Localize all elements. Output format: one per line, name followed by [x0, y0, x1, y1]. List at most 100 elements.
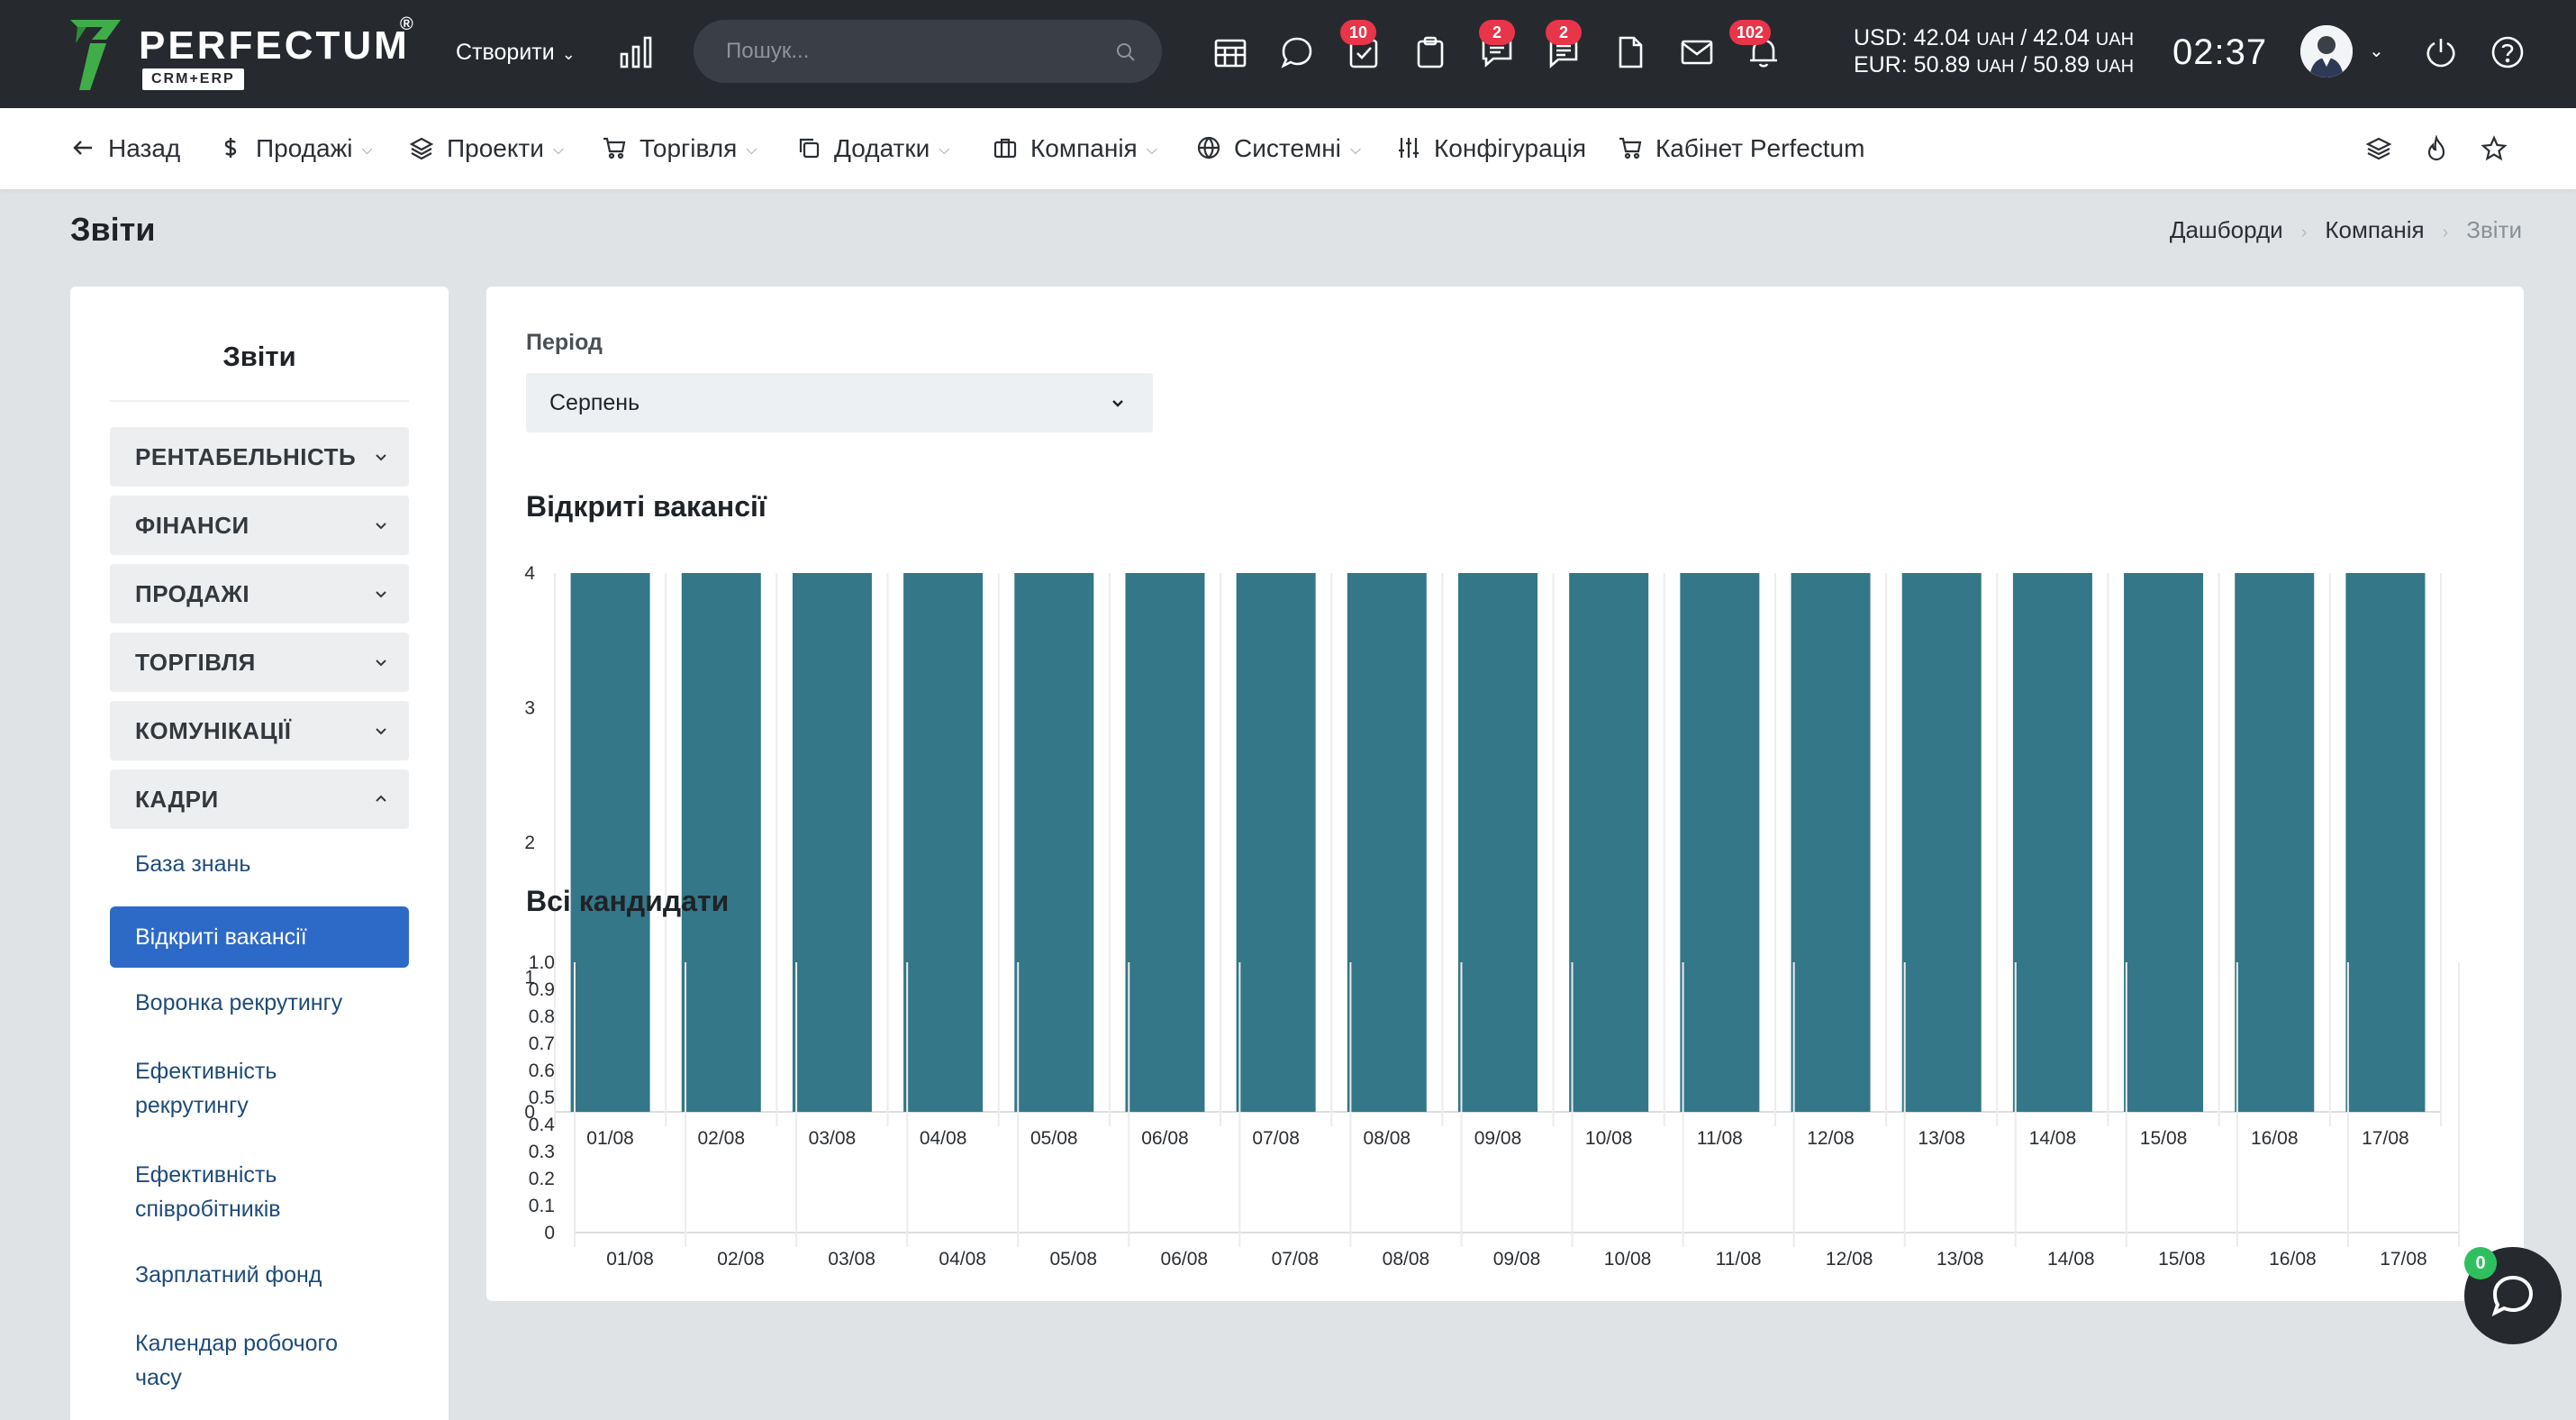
bar[interactable]	[1791, 573, 1871, 1112]
document-icon[interactable]	[1610, 32, 1650, 72]
sidebar-section-sales[interactable]: ПРОДАЖІ	[110, 564, 409, 624]
bell-icon[interactable]: 102	[1729, 20, 1783, 72]
logo-mark-icon	[70, 20, 121, 90]
bar[interactable]	[1569, 573, 1649, 1112]
chevron-right-icon: ›	[2442, 223, 2449, 242]
tasks-icon[interactable]: 10	[1340, 20, 1383, 72]
nav-cabinet[interactable]: Кабінет Perfectum	[1618, 108, 1864, 189]
y-tick-label: 2	[524, 833, 535, 853]
create-button[interactable]: Створити ⌄	[456, 32, 576, 72]
sidebar-section-hr[interactable]: КАДРИ	[110, 769, 409, 829]
avatar[interactable]	[2300, 25, 2353, 77]
currency-rates: USD: 42.04 UAH / 42.04 UAH EUR: 50.89 UA…	[1854, 25, 2134, 79]
chat-widget-button[interactable]: 0	[2464, 1247, 2562, 1344]
search-box[interactable]	[694, 20, 1162, 83]
mail-icon[interactable]	[1677, 32, 1717, 72]
briefcase-icon	[993, 138, 1017, 159]
sidebar-section-finance[interactable]: ФІНАНСИ	[110, 496, 409, 555]
nav-trade[interactable]: Торгівля ⌵	[602, 108, 757, 189]
x-tick-label: 03/08	[809, 1128, 857, 1149]
divider	[110, 400, 409, 402]
chevron-down-icon: ⌵	[552, 142, 565, 158]
layers-icon[interactable]	[2365, 135, 2392, 162]
sidebar-link-recruiting-efficiency[interactable]: Ефективність рекрутингу	[135, 1059, 277, 1118]
sidebar-link-knowledge-base[interactable]: База знань	[135, 851, 251, 877]
bar[interactable]	[1014, 573, 1094, 1112]
y-tick-label: 0	[524, 1102, 535, 1123]
bar[interactable]	[681, 573, 761, 1112]
messages-icon[interactable]: 2	[1544, 20, 1583, 72]
brand-logo[interactable]: PERFECTUM ® CRM+ERP	[70, 14, 431, 94]
chat-bubble-icon[interactable]	[1277, 32, 1317, 72]
nav-sales[interactable]: Продажі ⌵	[218, 108, 373, 189]
chevron-down-icon[interactable]: ⌄	[2369, 41, 2384, 61]
breadcrumb-company[interactable]: Компанія	[2325, 216, 2425, 243]
clipboard-icon[interactable]	[1410, 32, 1450, 72]
chevron-down-icon	[376, 728, 386, 735]
search-icon[interactable]	[1115, 41, 1137, 63]
nav-company[interactable]: Компанія ⌵	[993, 108, 1157, 189]
bar[interactable]	[1236, 573, 1316, 1112]
bar[interactable]	[1680, 573, 1760, 1112]
messages-badge: 2	[1546, 20, 1582, 45]
chevron-down-icon: ⌵	[1349, 142, 1362, 158]
period-select[interactable]: Серпень	[526, 373, 1153, 432]
eur-rate: EUR: 50.89 UAH / 50.89 UAH	[1854, 52, 2135, 77]
fire-icon[interactable]	[2423, 135, 2450, 162]
chevron-down-icon: ⌵	[746, 142, 757, 158]
bar-chart-icon[interactable]	[618, 34, 654, 70]
chevron-down-icon	[1112, 400, 1123, 407]
nav-back[interactable]: Назад	[70, 108, 180, 189]
nav-config[interactable]: Конфігурація	[1396, 108, 1586, 189]
nav-projects[interactable]: Проекти ⌵	[409, 108, 564, 189]
power-icon[interactable]	[2423, 34, 2459, 70]
bar[interactable]	[570, 573, 650, 1112]
sidebar-section-profitability[interactable]: РЕНТАБЕЛЬНІСТЬ	[110, 427, 409, 487]
x-tick-label: 07/08	[1272, 1249, 1320, 1270]
usd-rate: USD: 42.04 UAH / 42.04 UAH	[1854, 25, 2135, 50]
top-bar: PERFECTUM ® CRM+ERP Створити ⌄ 10 2 2	[0, 0, 2576, 108]
user-photo-icon	[2300, 25, 2353, 77]
nav-addons[interactable]: Додатки ⌵	[796, 108, 949, 189]
x-tick-label: 02/08	[697, 1128, 745, 1149]
period-value: Серпень	[549, 390, 640, 415]
bar[interactable]	[1458, 573, 1537, 1112]
bar[interactable]	[1125, 573, 1205, 1112]
dollar-icon	[224, 138, 237, 158]
chevron-up-icon	[376, 795, 386, 802]
chevron-down-icon	[376, 523, 386, 530]
sidebar-link-recruiting-funnel[interactable]: Воронка рекрутингу	[135, 990, 343, 1015]
bar[interactable]	[792, 573, 872, 1112]
sidebar-link-open-vacancies[interactable]: Відкриті вакансії	[110, 906, 409, 968]
y-tick-label: 0.6	[529, 1060, 555, 1081]
chevron-down-icon: ⌵	[1146, 142, 1157, 158]
breadcrumb-dashboards[interactable]: Дашборди	[2169, 216, 2283, 243]
sidebar-section-trade[interactable]: ТОРГІВЛЯ	[110, 633, 409, 692]
bar[interactable]	[903, 573, 984, 1112]
sidebar-link-payroll[interactable]: Зарплатний фонд	[135, 1262, 322, 1288]
bar[interactable]	[2235, 573, 2315, 1112]
x-tick-label: 03/08	[828, 1249, 875, 1270]
team-chat-badge: 2	[1479, 20, 1515, 45]
clock: 02:37	[2172, 32, 2268, 72]
chevron-down-icon: ⌄	[561, 45, 576, 63]
bar[interactable]	[1347, 573, 1427, 1112]
nav-system[interactable]: Системні ⌵	[1196, 108, 1361, 189]
report-panel: Період Серпень Відкриті вакансії 0 1 2 3 4 01…	[486, 287, 2524, 1301]
sidebar-link-work-calendar[interactable]: Календар робочого часу	[135, 1331, 338, 1390]
x-tick-label: 14/08	[2047, 1249, 2095, 1270]
create-label: Створити	[456, 40, 555, 65]
globe-icon	[1197, 136, 1220, 159]
help-icon[interactable]	[2490, 34, 2526, 70]
calendar-icon[interactable]	[1211, 32, 1250, 72]
bar[interactable]	[2124, 573, 2204, 1112]
star-icon[interactable]	[2481, 135, 2508, 162]
bar[interactable]	[2345, 573, 2426, 1112]
sidebar-section-communications[interactable]: КОМУНІКАЦІЇ	[110, 701, 409, 760]
arrow-left-icon	[73, 141, 92, 155]
team-chat-icon[interactable]: 2	[1477, 20, 1517, 72]
sidebar-link-employee-efficiency[interactable]: Ефективність співробітників	[135, 1162, 281, 1222]
bar[interactable]	[2012, 573, 2092, 1112]
bar[interactable]	[1901, 573, 1982, 1112]
search-input[interactable]	[726, 20, 1104, 83]
